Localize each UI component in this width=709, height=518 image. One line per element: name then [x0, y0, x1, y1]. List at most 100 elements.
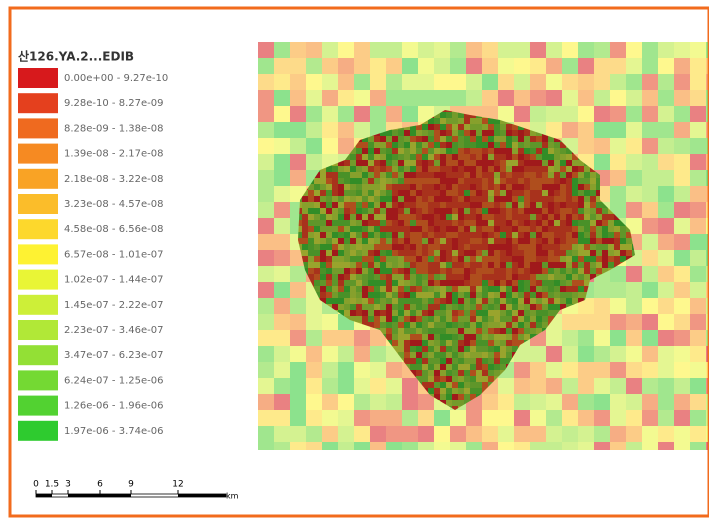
raster-cell [706, 218, 708, 234]
raster-cell [546, 330, 562, 346]
raster-cell [514, 58, 530, 74]
raster-cell [642, 106, 658, 122]
scale-bar-segment [52, 494, 68, 497]
raster-cell [274, 378, 290, 394]
raster-cell [674, 362, 690, 378]
raster-cell [482, 394, 498, 410]
scale-label: 9 [128, 480, 134, 490]
raster-cell [338, 394, 354, 410]
raster-cell [258, 266, 274, 282]
raster-cell [530, 74, 546, 90]
raster-cell [402, 90, 418, 106]
raster-cell [498, 58, 514, 74]
legend-label: 1.97e-06 - 3.74e-06 [64, 426, 163, 437]
raster-cell [642, 298, 658, 314]
legend-swatch [18, 320, 58, 340]
raster-cell [674, 218, 690, 234]
legend-label: 1.26e-06 - 1.96e-06 [64, 401, 163, 412]
legend-swatch [18, 144, 58, 164]
raster-cell [418, 42, 434, 58]
raster-cell [514, 410, 530, 426]
raster-cell [674, 426, 690, 442]
raster-cell [466, 42, 482, 58]
raster-cell [690, 250, 706, 266]
raster-cell [610, 106, 626, 122]
raster-cell [354, 442, 370, 450]
raster-cell [562, 426, 578, 442]
raster-cell [370, 106, 386, 122]
raster-cell [546, 122, 562, 138]
legend-label: 8.28e-09 - 1.38e-08 [64, 123, 163, 134]
raster-cell [594, 58, 610, 74]
raster-cell [690, 314, 706, 330]
raster-cell [322, 42, 338, 58]
raster-cell [258, 74, 274, 90]
raster-cell [418, 442, 434, 450]
raster-cell [450, 426, 466, 442]
raster-cell [706, 394, 708, 410]
raster-cell [450, 74, 466, 90]
legend-swatch [18, 421, 58, 441]
raster-cell [562, 330, 578, 346]
raster-cell [274, 90, 290, 106]
raster-cell [626, 282, 642, 298]
scale-bar-segment [131, 494, 178, 497]
raster-cell [546, 426, 562, 442]
raster-cell [578, 362, 594, 378]
raster-cell [274, 106, 290, 122]
raster-cell [514, 42, 530, 58]
raster-cell [690, 410, 706, 426]
raster-cell [514, 90, 530, 106]
raster-cell [690, 346, 706, 362]
raster-cell [274, 122, 290, 138]
raster-cell [626, 74, 642, 90]
raster-cell [306, 74, 322, 90]
raster-cell [306, 314, 322, 330]
legend-label: 2.18e-08 - 3.22e-08 [64, 174, 163, 185]
raster-cell [482, 90, 498, 106]
raster-cell [274, 362, 290, 378]
raster-cell [674, 346, 690, 362]
raster-cell [274, 266, 290, 282]
raster-cell [338, 42, 354, 58]
raster-cell [306, 426, 322, 442]
raster-cell [610, 186, 626, 202]
raster-cell [498, 106, 514, 122]
legend-label: 3.47e-07 - 6.23e-07 [64, 350, 163, 361]
raster-cell [626, 106, 642, 122]
raster-cell [402, 426, 418, 442]
raster-cell [290, 362, 306, 378]
raster-cell [530, 90, 546, 106]
raster-cell [370, 426, 386, 442]
raster-cell [594, 330, 610, 346]
raster-cell [306, 410, 322, 426]
raster-cell [482, 442, 498, 450]
raster-cell [338, 330, 354, 346]
raster-cell [322, 394, 338, 410]
raster-cell [354, 58, 370, 74]
raster-cell [626, 154, 642, 170]
raster-cell [338, 122, 354, 138]
raster-cell [690, 394, 706, 410]
raster-cell [642, 74, 658, 90]
raster-cell [434, 442, 450, 450]
raster-cell [434, 410, 450, 426]
raster-cell [610, 138, 626, 154]
raster-cell [690, 154, 706, 170]
raster-cell [642, 90, 658, 106]
raster-cell [642, 122, 658, 138]
raster-cell [690, 138, 706, 154]
raster-cell [306, 122, 322, 138]
raster-cell [674, 154, 690, 170]
raster-cell [658, 298, 674, 314]
raster-cell [594, 378, 610, 394]
raster-cell [610, 314, 626, 330]
raster-cell [594, 314, 610, 330]
raster-cell [626, 202, 642, 218]
raster-cell [642, 218, 658, 234]
raster-cell [290, 426, 306, 442]
raster-cell [450, 410, 466, 426]
raster-cell [674, 442, 690, 450]
raster-cell [258, 106, 274, 122]
legend-swatch [18, 370, 58, 390]
